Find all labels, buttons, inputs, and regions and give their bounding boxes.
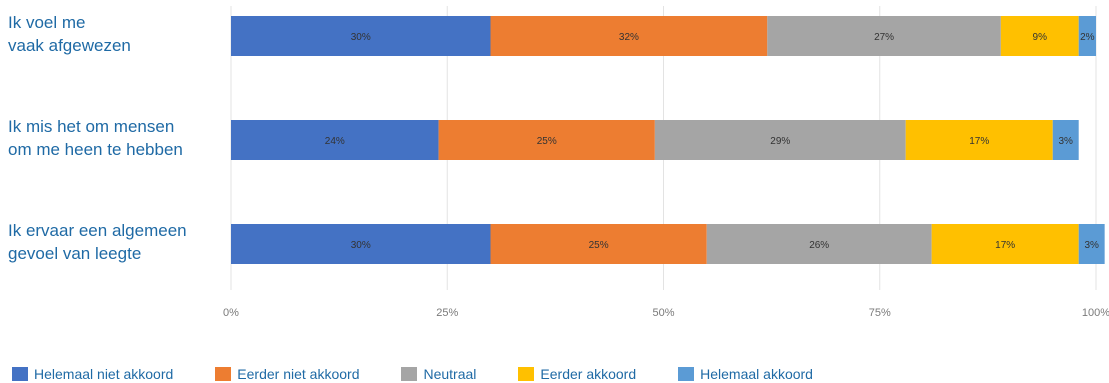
- x-tick-label: 50%: [652, 307, 674, 319]
- data-label: 3%: [1084, 240, 1099, 251]
- data-label: 2%: [1080, 32, 1095, 43]
- legend-swatch: [12, 367, 28, 381]
- legend-item: Helemaal akkoord: [678, 366, 813, 382]
- legend-swatch: [401, 367, 418, 381]
- x-tick-label: 100%: [1082, 307, 1109, 319]
- bar-segment: [706, 224, 932, 264]
- category-label: Ik mis het om mensen: [8, 117, 174, 136]
- legend-item: Helemaal niet akkoord: [12, 366, 173, 382]
- bar-segment: [931, 224, 1079, 264]
- data-label: 26%: [809, 240, 829, 251]
- bar-segment: [905, 120, 1053, 160]
- bar-segment: [1078, 224, 1105, 264]
- bar-segment: [1078, 16, 1096, 56]
- data-label: 32%: [619, 32, 639, 43]
- bar-segment: [1000, 16, 1079, 56]
- bar-segment: [231, 120, 439, 160]
- bar-segment: [231, 224, 491, 264]
- legend-item: Neutraal: [401, 366, 476, 382]
- bar-segment: [490, 16, 768, 56]
- data-label: 3%: [1058, 136, 1073, 147]
- stacked-bar-chart: 0% 25% 50% 75% 100% Ik voel me vaak afgewezen I…: [8, 6, 1109, 319]
- legend-item: Eerder akkoord: [518, 366, 636, 382]
- data-label: 9%: [1033, 32, 1048, 43]
- bar-segment: [231, 16, 491, 56]
- data-label: 30%: [351, 240, 371, 251]
- legend-label: Eerder niet akkoord: [237, 366, 360, 382]
- x-tick-label: 75%: [869, 307, 891, 319]
- data-label: 29%: [770, 136, 790, 147]
- category-label: om me heen te hebben: [8, 140, 183, 159]
- data-label: 24%: [325, 136, 345, 147]
- bar-segment: [654, 120, 906, 160]
- category-label: Ik ervaar een algemeen: [8, 221, 187, 240]
- x-tick-label: 0%: [223, 307, 239, 319]
- chart-legend: Helemaal niet akkoord Eerder niet akkoord…: [12, 366, 855, 382]
- data-label: 17%: [969, 136, 989, 147]
- legend-label: Helemaal akkoord: [700, 366, 813, 382]
- data-label: 27%: [874, 32, 894, 43]
- bar-segment: [490, 224, 707, 264]
- bar-segment: [1052, 120, 1079, 160]
- legend-label: Eerder akkoord: [540, 366, 637, 382]
- data-label: 17%: [995, 240, 1015, 251]
- bar-segment: [438, 120, 655, 160]
- data-label: 25%: [537, 136, 557, 147]
- data-label: 30%: [351, 32, 371, 43]
- data-label: 25%: [589, 240, 609, 251]
- category-label: gevoel van leegte: [8, 244, 141, 263]
- category-label: vaak afgewezen: [8, 36, 131, 55]
- category-label: Ik voel me: [8, 13, 85, 32]
- legend-swatch: [678, 367, 695, 381]
- legend-label: Helemaal niet akkoord: [34, 366, 174, 382]
- bar-segment: [767, 16, 1001, 56]
- legend-swatch: [215, 367, 232, 381]
- legend-label: Neutraal: [423, 366, 477, 382]
- legend-swatch: [518, 367, 535, 381]
- legend-item: Eerder niet akkoord: [215, 366, 359, 382]
- x-tick-label: 25%: [436, 307, 458, 319]
